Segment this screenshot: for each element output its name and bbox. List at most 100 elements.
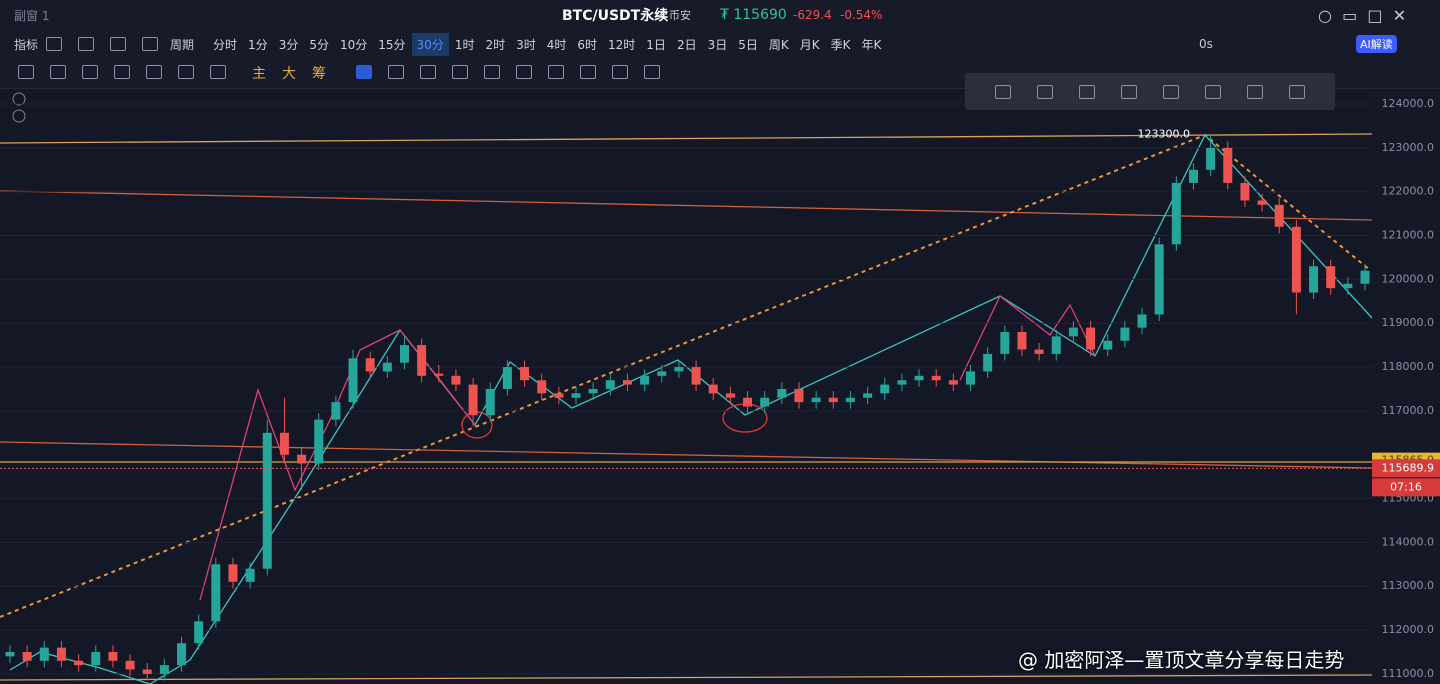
timeframe[interactable]: 30分 [411, 32, 449, 56]
icon[interactable] [114, 64, 130, 79]
timeframe[interactable]: 5分 [309, 37, 329, 52]
icon[interactable] [1037, 84, 1053, 99]
trend-line [0, 674, 1373, 681]
icon[interactable] [46, 37, 63, 51]
candle-body [1120, 327, 1130, 341]
candle-body [1343, 283, 1353, 289]
icon[interactable] [146, 64, 162, 79]
icon[interactable] [110, 37, 127, 51]
icon[interactable] [1079, 84, 1095, 99]
dotted-line [0, 133, 1371, 618]
icon[interactable] [1121, 84, 1137, 99]
icon[interactable] [452, 64, 468, 79]
candle-body [588, 388, 598, 394]
y-tick-label: 111000.0 [1382, 667, 1435, 680]
trend-line [0, 190, 1373, 221]
timeframe[interactable]: 4时 [546, 37, 567, 52]
candle-body [74, 660, 84, 666]
timeframe[interactable]: 10分 [339, 37, 368, 52]
candle-body [1154, 244, 1164, 315]
floating-toolbar [965, 73, 1335, 110]
timeframe[interactable]: 3时 [516, 37, 536, 52]
icon[interactable] [50, 64, 66, 79]
y-tick-label: 123000.0 [1382, 141, 1435, 154]
icon[interactable] [484, 64, 500, 79]
timeframe[interactable]: 月K [799, 37, 820, 52]
price: ₮ 115690 [720, 7, 787, 23]
icon[interactable] [78, 37, 95, 51]
window-controls[interactable]: ○ ▭ □ ✕ [1318, 5, 1407, 25]
timeframe[interactable]: 5日 [738, 37, 758, 52]
icon[interactable] [644, 64, 660, 79]
icon[interactable] [1163, 84, 1179, 99]
icon[interactable] [388, 64, 404, 79]
candle-body [897, 380, 907, 385]
overlay-label[interactable]: 筹 [312, 66, 326, 82]
candle-body [640, 375, 650, 385]
timeframe[interactable]: 1分 [248, 37, 268, 52]
drawings [0, 133, 1373, 684]
overlay-label[interactable]: 主 [252, 66, 266, 82]
timeframe[interactable]: 周K [768, 37, 789, 52]
candle-body [39, 647, 49, 661]
candle-body [22, 651, 32, 661]
exchange: 币安 [669, 9, 691, 22]
period[interactable]: 周期 [170, 37, 195, 52]
timeframe[interactable]: 6时 [577, 37, 598, 52]
icon[interactable] [548, 64, 564, 79]
timeframe[interactable]: 1日 [646, 37, 666, 52]
candle-body [966, 371, 976, 385]
timeframe[interactable]: 1时 [454, 37, 475, 52]
candle-body [708, 384, 718, 394]
symbol[interactable]: BTC/USDT永续 [562, 8, 669, 24]
circle-mark [461, 411, 493, 439]
candle-body [554, 393, 564, 398]
timeframe[interactable]: 3日 [707, 37, 728, 52]
icon[interactable] [142, 37, 159, 51]
candle-body [1086, 327, 1096, 350]
icon[interactable] [82, 64, 98, 79]
icon[interactable] [210, 64, 226, 79]
candle-body [931, 375, 941, 381]
y-tick-label: 114000.0 [1382, 535, 1435, 548]
timeframe[interactable]: 2时 [485, 37, 506, 52]
timeframe[interactable]: 季K [830, 37, 851, 52]
timeframe[interactable]: 3分 [278, 37, 299, 52]
timeframe[interactable]: 分时 [213, 37, 238, 52]
candle-body [691, 367, 701, 385]
icon[interactable] [356, 64, 372, 79]
icon[interactable] [612, 64, 628, 79]
y-tick-label: 122000.0 [1382, 185, 1435, 198]
icon[interactable] [1247, 84, 1263, 99]
timeframe[interactable]: 年K [861, 37, 882, 52]
timeframe[interactable]: 15分 [378, 37, 406, 52]
ai-button[interactable]: AI解读 [1356, 35, 1397, 53]
candle-body [674, 367, 684, 372]
zigzag-pink [959, 294, 1096, 381]
icon[interactable] [516, 64, 532, 79]
timeframe[interactable]: 12时 [608, 37, 636, 52]
icon[interactable] [18, 64, 34, 79]
icon[interactable] [178, 64, 194, 79]
candle-body [194, 621, 204, 644]
timeframe[interactable]: 2日 [676, 37, 697, 52]
y-tick-label: 112000.0 [1382, 623, 1435, 636]
candle-body [1240, 182, 1250, 201]
icon[interactable] [420, 64, 436, 79]
icon[interactable] [1289, 84, 1305, 99]
timeframes: 分时 1分 3分 5分 10分 15分 30分 1时 2时 3时 4时 6时 12时 1日 2日 3日 5日 周K… [208, 32, 887, 56]
indicator[interactable]: 指标 [14, 37, 39, 52]
candle-body [177, 643, 187, 666]
candle-body [382, 362, 392, 372]
icon [12, 109, 26, 123]
overlay-label[interactable]: 大 [282, 66, 296, 82]
icon[interactable] [995, 84, 1011, 99]
icon[interactable] [1205, 84, 1221, 99]
overlay-labels: 主大筹 [244, 63, 334, 83]
y-tick-label: 119000.0 [1382, 316, 1435, 329]
candle-body [125, 660, 135, 670]
icon[interactable] [580, 64, 596, 79]
tools [10, 64, 234, 82]
candle-body [417, 345, 427, 376]
last-price-box [1372, 459, 1440, 478]
